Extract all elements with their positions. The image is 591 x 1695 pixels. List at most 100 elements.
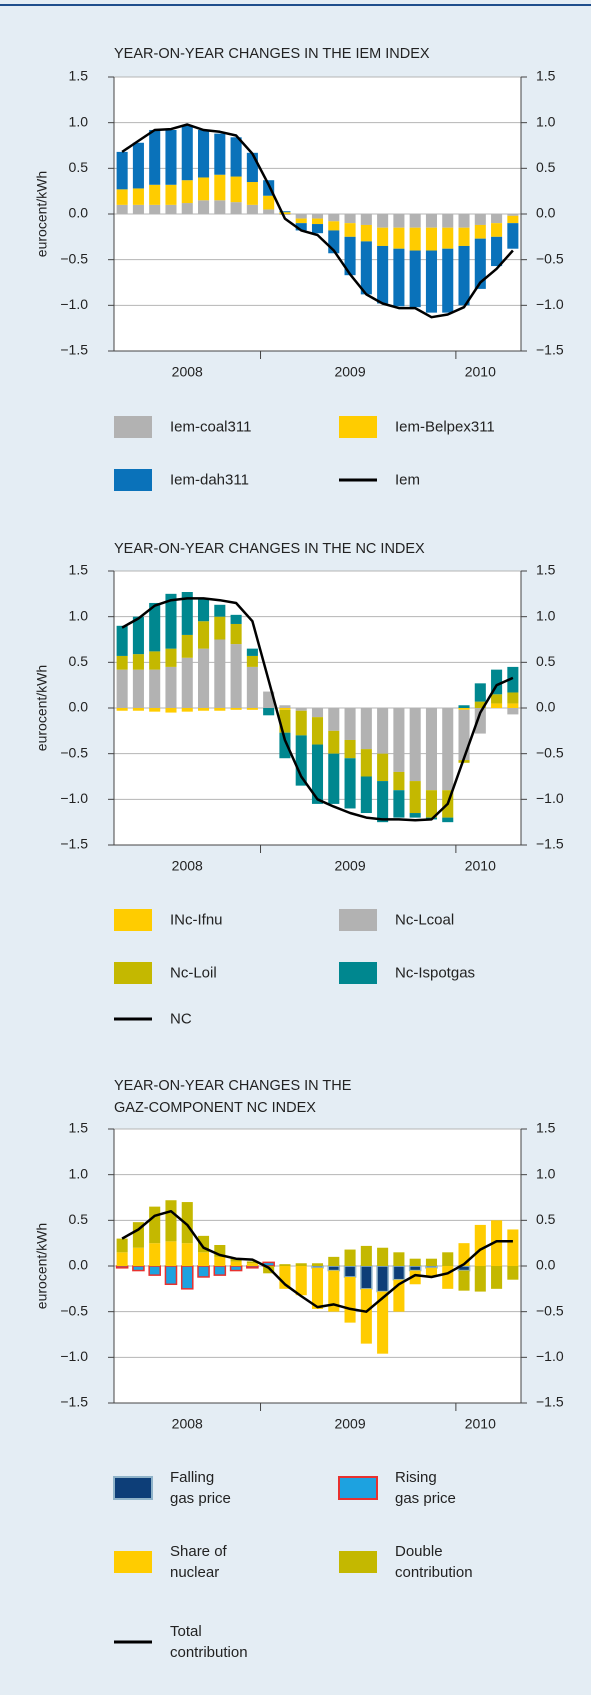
bar-segment <box>344 236 356 276</box>
bar-segment <box>377 245 389 304</box>
bar-segment <box>132 1247 144 1266</box>
legend-swatch <box>338 1476 378 1500</box>
legend-label: Share of nuclear <box>170 1543 227 1581</box>
legend-swatch <box>114 962 152 984</box>
bar-segment <box>116 189 128 205</box>
bar-segment <box>214 639 226 708</box>
bar-segment <box>149 669 161 708</box>
bar-segment <box>246 1265 259 1269</box>
y-tick-label: −0.5 <box>60 744 88 760</box>
bar-segment <box>458 1243 470 1266</box>
y-tick-label: 1.0 <box>69 113 89 129</box>
bar-segment <box>327 1265 341 1272</box>
legend-label: Double contribution <box>395 1543 473 1581</box>
bar-segment <box>507 215 519 224</box>
bar-segment <box>165 204 177 214</box>
bar-segment <box>393 248 405 307</box>
y2-tick-label: −1.0 <box>536 1348 564 1364</box>
bar-segment <box>165 666 177 708</box>
bar-segment <box>181 634 193 658</box>
bar-segment <box>474 1224 486 1266</box>
bar-segment <box>377 227 389 246</box>
bar-segment <box>409 250 421 308</box>
bar-segment <box>230 137 242 177</box>
bar-segment <box>491 214 503 224</box>
legend-label: Iem-Belpex311 <box>395 418 495 436</box>
bar-segment <box>181 592 193 635</box>
bar-segment <box>198 200 210 214</box>
legend-label: Rising gas price <box>395 1469 456 1507</box>
bar-segment <box>458 1270 470 1291</box>
bar-segment <box>425 790 437 818</box>
bar-segment <box>344 1249 356 1266</box>
y-tick-label: 1.0 <box>69 1165 89 1181</box>
x-tick-label: 2010 <box>465 364 496 380</box>
bar-segment <box>328 221 340 231</box>
bar-segment <box>343 1265 357 1278</box>
bar-segment <box>197 1265 210 1278</box>
bar-segment <box>458 227 470 246</box>
bar-segment <box>165 1241 177 1266</box>
line <box>121 123 514 319</box>
bar-segment <box>279 705 291 708</box>
bar-segment <box>279 732 291 759</box>
bar-segment <box>491 223 503 237</box>
y2-tick-label: 0.5 <box>536 159 556 175</box>
bar-segment <box>263 1266 275 1274</box>
bar-segment <box>132 669 144 708</box>
bar-segment <box>328 753 340 804</box>
bar-segment <box>507 1266 519 1280</box>
bar-segment <box>311 214 324 219</box>
bar-segment <box>230 202 242 214</box>
legend-label: Nc-Lcoal <box>395 911 455 929</box>
bar-segment <box>263 691 275 708</box>
bar-segment <box>116 625 128 656</box>
legend-swatch <box>113 1476 153 1500</box>
x-tick-label: 2009 <box>334 364 365 380</box>
legend-label: Iem-dah311 <box>170 471 249 489</box>
x-tick-label: 2010 <box>465 858 496 874</box>
y2-tick-label: −1.5 <box>536 1394 564 1410</box>
bar-segment <box>360 1288 372 1344</box>
bar-segment <box>246 182 258 205</box>
bar-segment <box>214 1244 226 1257</box>
bar-segment <box>491 236 503 267</box>
bar-segment <box>149 204 161 214</box>
bar-segment <box>311 224 324 234</box>
y-tick-label: −1.5 <box>60 1394 88 1410</box>
bar-segment <box>295 735 307 786</box>
x-tick-label: 2008 <box>172 364 203 380</box>
bar-segment <box>392 1265 406 1281</box>
bar-segment <box>263 195 275 210</box>
bar-segment <box>165 184 177 205</box>
bar-segment <box>311 1263 324 1266</box>
bar-segment <box>246 152 258 183</box>
y2-tick-label: −1.0 <box>536 790 564 806</box>
bar-segment <box>279 214 291 215</box>
bar-segment <box>474 683 486 702</box>
bar-segment <box>116 708 128 711</box>
bar-segment <box>328 230 340 254</box>
bar-segment <box>425 1258 437 1266</box>
bar-segment <box>181 180 193 204</box>
bar-segment <box>132 142 144 189</box>
bar-segment <box>132 204 144 214</box>
bar-segment <box>229 1265 243 1272</box>
bar-segment <box>246 666 258 708</box>
y2-tick-label: 0.0 <box>536 1257 556 1273</box>
y2-tick-label: 1.5 <box>536 68 556 84</box>
y2-tick-label: −0.5 <box>536 1302 564 1318</box>
y-tick-label: −0.5 <box>60 1302 88 1318</box>
y-axis-title: eurocent/kWh <box>34 665 50 751</box>
y2-tick-label: 0.5 <box>536 653 556 669</box>
bar-segment <box>442 248 454 313</box>
bar-segment <box>393 227 405 249</box>
bar-segment <box>180 1265 194 1290</box>
bar-segment <box>295 708 307 711</box>
bar-segment <box>116 655 128 670</box>
bar-segment <box>425 214 437 228</box>
bar-segment <box>149 602 161 652</box>
bar-segment <box>132 708 144 711</box>
bar-segment <box>360 749 372 777</box>
bar-segment <box>425 1267 437 1277</box>
